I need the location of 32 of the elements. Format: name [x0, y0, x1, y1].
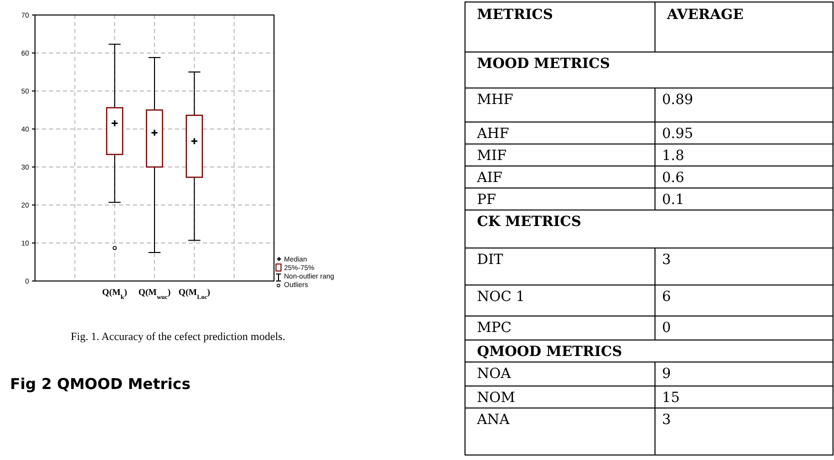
text: Fig 2 QMOOD Metrics [10, 375, 191, 393]
text: 0.6 [662, 170, 684, 186]
category-label: NOC 1 [477, 289, 525, 305]
text: 15 [662, 390, 680, 406]
category-label: METRICS [477, 7, 554, 23]
text: 6 [662, 289, 671, 305]
caption: Fig. 1. Accuracy of the cefect prediction models. [70, 331, 286, 343]
category-label: NOM [477, 390, 516, 406]
category-label: MOOD METRICS [477, 56, 610, 72]
x-tick-label: Q(M$_{wuc}$) [138, 287, 171, 300]
text: 0.1 [662, 192, 684, 208]
text: 9 [662, 366, 671, 382]
text: 0 [662, 320, 671, 336]
text: 3 [662, 252, 671, 268]
category-label: AHF [477, 126, 510, 142]
text: 1.8 [662, 148, 684, 164]
category-label: AIF [477, 170, 502, 186]
category-label: MHF [477, 92, 514, 108]
category-label: QMOOD METRICS [477, 344, 622, 360]
category-label: DIT [477, 252, 504, 268]
x-tick-label: Q(M$_{Loc}$) [178, 287, 210, 300]
text: 0.89 [662, 92, 694, 108]
category-label: MPC [477, 320, 512, 336]
x-tick-label: Q(M$_{k}$) [102, 287, 128, 300]
text: 0.95 [662, 126, 694, 142]
category-label: MIF [477, 148, 507, 164]
category-label: PF [477, 192, 496, 208]
category-label: AVERAGE [666, 7, 744, 23]
text: 3 [662, 412, 671, 428]
category-label: ANA [477, 412, 510, 428]
category-label: NOA [477, 366, 511, 382]
category-label: CK METRICS [477, 214, 582, 230]
